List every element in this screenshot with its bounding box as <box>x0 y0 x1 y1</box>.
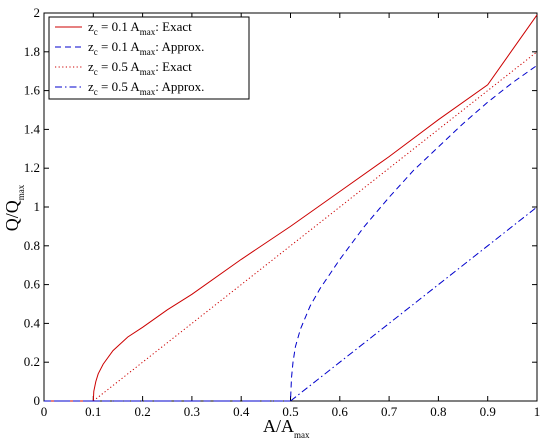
series-line-2 <box>44 64 538 402</box>
legend-label: zc = 0.1 Amax: Exact <box>88 19 192 37</box>
y-tick-label: 1.8 <box>24 44 40 59</box>
y-tick-label: 1 <box>34 199 41 214</box>
y-tick-label: 1.2 <box>24 160 40 175</box>
legend-label: zc = 0.5 Amax: Exact <box>88 59 192 77</box>
y-tick-label: 1.6 <box>24 83 41 98</box>
legend-label: zc = 0.5 Amax: Approx. <box>88 79 204 97</box>
x-tick-label: 0.4 <box>233 404 250 419</box>
legend: zc = 0.1 Amax: Exact zc = 0.1 Amax: Appro… <box>48 16 250 100</box>
y-tick-label: 0 <box>34 393 41 408</box>
series-lines <box>44 14 538 402</box>
y-tick-label: 0.8 <box>24 238 40 253</box>
x-tick-label: 0.8 <box>430 404 446 419</box>
x-tick-label: 0.5 <box>282 404 298 419</box>
y-axis-title: Q/Qmax <box>2 184 26 231</box>
x-tick-label: 0 <box>41 404 48 419</box>
y-tick-label: 0.6 <box>24 277 41 292</box>
series-line-4 <box>44 206 538 402</box>
x-axis-title: A/Amax <box>263 416 310 440</box>
x-tick-label: 0.1 <box>85 404 101 419</box>
x-tick-label: 0.9 <box>480 404 496 419</box>
y-tick-label: 2 <box>34 5 41 20</box>
y-tick-label: 0.4 <box>24 315 41 330</box>
y-tick-label: 0.2 <box>24 354 40 369</box>
axis-ticks: 0 0.1 0.2 0.3 0.4 0.5 0.6 0.7 0.8 0.9 1 0 0.2 0.4 0.6 0… <box>24 5 541 419</box>
x-tick-label: 0.3 <box>184 404 200 419</box>
series-line-1 <box>44 14 538 402</box>
y-tick-label: 1.4 <box>24 121 41 136</box>
x-tick-label: 0.6 <box>332 404 349 419</box>
legend-box <box>48 16 250 100</box>
x-tick-label: 0.2 <box>134 404 150 419</box>
x-tick-label: 1 <box>534 404 541 419</box>
legend-label: zc = 0.1 Amax: Approx. <box>88 39 204 57</box>
x-tick-label: 0.7 <box>381 404 398 419</box>
series-line-3 <box>92 51 538 402</box>
